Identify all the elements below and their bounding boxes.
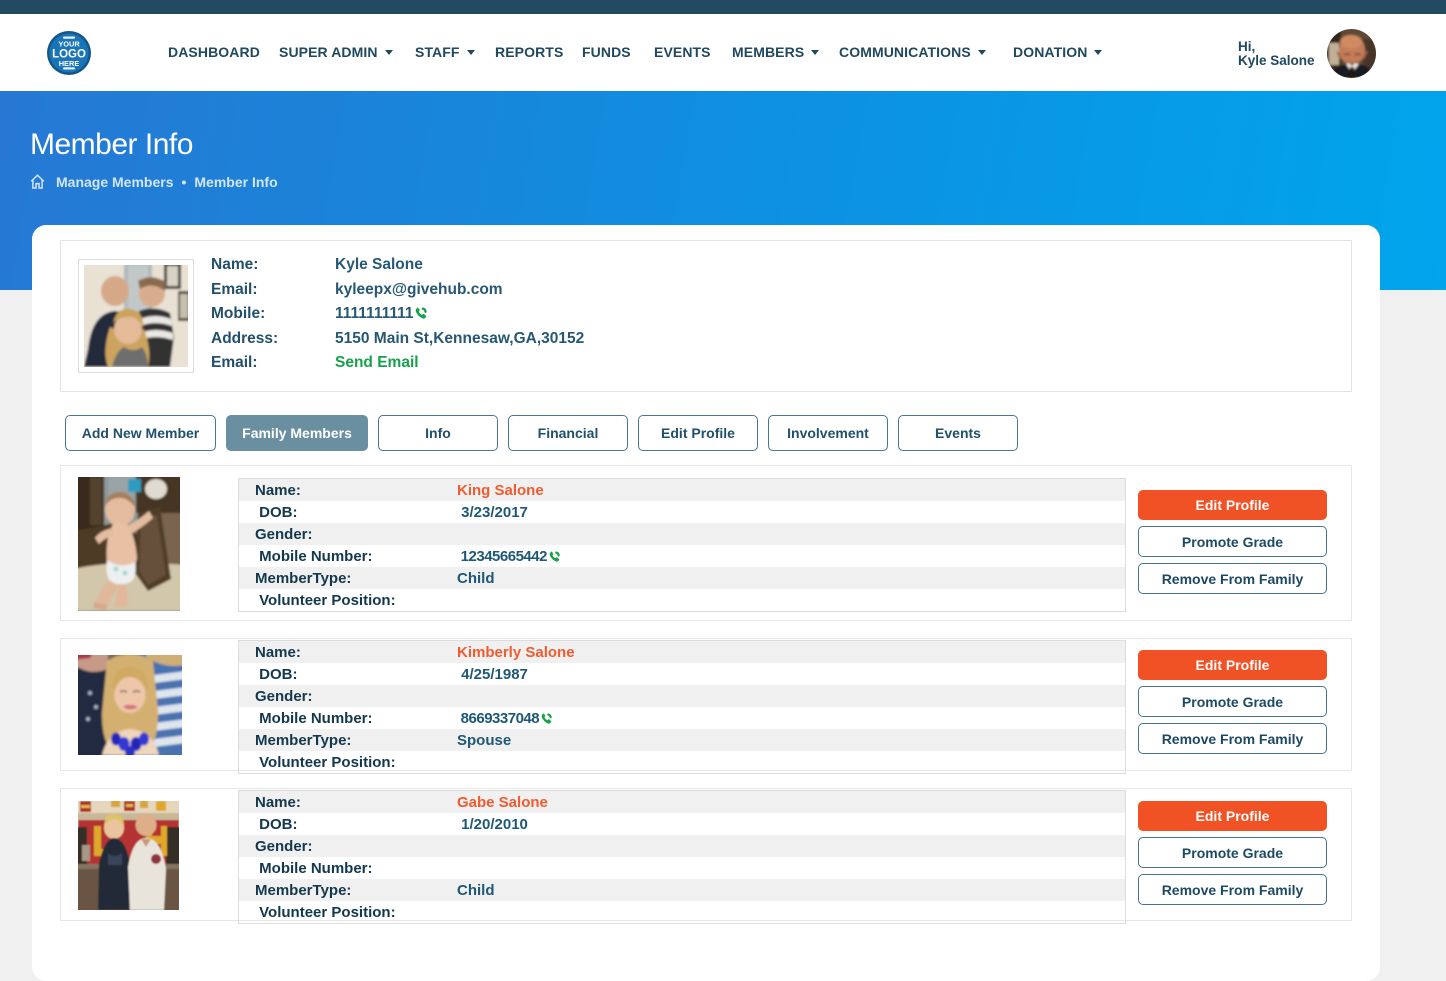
svg-text:YOUR: YOUR (58, 40, 80, 49)
svg-text:LOGO: LOGO (52, 49, 86, 61)
svg-text:HERE: HERE (59, 59, 80, 68)
